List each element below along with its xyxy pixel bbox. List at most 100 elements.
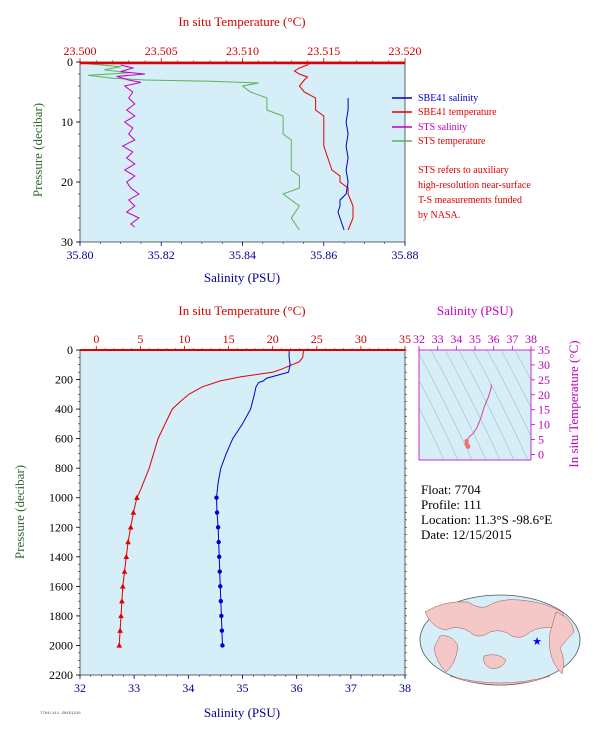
legend-label-sbe41-salinity: SBE41 salinity — [418, 93, 478, 104]
near-surface-bottom-tick-label-3: 35.86 — [310, 248, 337, 262]
profile-y-tick-label-3: 600 — [55, 432, 73, 446]
series-line-sbe41-salinity — [337, 98, 349, 231]
profile-bottom-axis-label: Salinity (PSU) — [204, 705, 280, 720]
ts-top-tick-label-2: 34 — [450, 332, 462, 346]
ts-top-tick-label-1: 33 — [432, 332, 444, 346]
ts-right-tick-label-3: 15 — [538, 403, 550, 417]
profile-top-tick-label-6: 30 — [355, 332, 367, 346]
ts-density-contour — [514, 350, 531, 381]
near-surface-plot-area — [79, 61, 406, 243]
profile-temperature-marker — [118, 612, 124, 619]
footer-id: 7704/111 20151215 — [40, 712, 81, 716]
ts-profile-marker — [465, 444, 471, 449]
legend-note-line-2: high-resolution near-surface — [418, 180, 531, 191]
profile-temperature-marker — [125, 539, 131, 545]
ts-top-tick-label-3: 35 — [469, 332, 481, 346]
profile-temperature-marker — [119, 583, 126, 589]
legend-note-line-1: STS refers to auxiliary — [418, 165, 509, 176]
profile-temperature-marker — [127, 524, 134, 530]
profile-salinity-marker — [219, 628, 225, 633]
profile-temperature-marker — [123, 553, 130, 560]
profile-salinity-marker — [217, 569, 222, 574]
profile-top-tick-label-0: 0 — [93, 332, 99, 346]
ts-right-tick-label-5: 25 — [538, 373, 550, 387]
profile-bottom-tick-label-5: 37 — [345, 681, 357, 695]
near-surface-top-tick-label-4: 23.520 — [389, 44, 422, 58]
profile-bottom-tick-label-0: 32 — [74, 681, 86, 695]
profile-y-tick-label-6: 1200 — [49, 520, 73, 534]
profile-top-tick-label-7: 35 — [399, 332, 411, 346]
ts-density-contour — [444, 350, 501, 460]
profile-y-tick-label-2: 400 — [55, 402, 73, 416]
map-continent-australia — [483, 654, 507, 669]
ts-right-tick-label-7: 35 — [538, 343, 550, 357]
near-surface-y-tick-label-1: 10 — [61, 115, 73, 129]
profile-y-tick-label-0: 0 — [67, 343, 73, 357]
profile-temperature-line — [118, 349, 305, 646]
ts-top-axis-label: Salinity (PSU) — [437, 303, 513, 318]
near-surface-y-axis-label: Pressure (decibar) — [30, 103, 45, 197]
near-surface-top-tick-label-0: 23.500 — [64, 44, 97, 58]
profile-temperature-marker — [116, 642, 123, 648]
near-surface-bottom-tick-label-1: 35.82 — [148, 248, 175, 262]
near-surface-bottom-tick-label-0: 35.80 — [67, 248, 94, 262]
near-surface-bottom-axis-label: Salinity (PSU) — [204, 270, 280, 285]
ts-right-tick-label-4: 20 — [538, 388, 550, 402]
ts-top-tick-label-4: 36 — [488, 332, 500, 346]
profile-salinity-marker — [218, 584, 223, 589]
ts-density-contour — [486, 350, 531, 437]
profile-temperature-marker — [134, 494, 140, 500]
map-continent-africa — [433, 635, 459, 673]
near-surface-top-tick-label-3: 23.515 — [307, 44, 340, 58]
legend-label-sts-temperature: STS temperature — [418, 136, 486, 147]
profile-y-tick-label-11: 2200 — [49, 668, 73, 682]
profile-y-tick-label-10: 2000 — [49, 638, 73, 652]
ts-plot-area — [418, 349, 532, 461]
profile-number: Profile: 111 — [421, 497, 482, 512]
map-continent-eurasia — [424, 599, 565, 638]
profile-y-tick-label-8: 1600 — [49, 579, 73, 593]
profile-y-tick-label-1: 200 — [55, 373, 73, 387]
legend-note-line-4: by NASA. — [418, 210, 460, 221]
map-continent-antarctica — [449, 675, 551, 686]
series-line-sbe41-temperature — [293, 62, 354, 231]
profile-top-tick-label-2: 10 — [179, 332, 191, 346]
profile-bottom-tick-label-6: 38 — [399, 681, 411, 695]
ts-density-contour — [500, 350, 531, 408]
ts-density-contour — [458, 350, 515, 460]
ts-top-tick-label-6: 38 — [525, 332, 537, 346]
series-line-sts-temperature — [88, 63, 301, 231]
ts-right-tick-label-1: 5 — [538, 433, 544, 447]
profile-salinity-marker — [214, 495, 219, 500]
profile-salinity-marker — [215, 525, 221, 530]
float-info: Float: 7704 Profile: 111 Location: 11.3°… — [421, 482, 552, 542]
profile-salinity-marker — [217, 554, 222, 560]
float-id: Float: 7704 — [421, 482, 481, 497]
series-line-sts-salinity — [116, 64, 146, 228]
profile-top-axis-label: In situ Temperature (°C) — [178, 303, 305, 318]
ts-right-axis-label: In situ Temperature (°C) — [566, 340, 581, 467]
map-continent-americas — [549, 611, 575, 675]
profile-salinity-marker — [219, 613, 224, 619]
profile-top-tick-label-4: 20 — [267, 332, 279, 346]
profile-y-tick-label-5: 1000 — [49, 491, 73, 505]
profile-plot-area — [79, 349, 406, 676]
profile-top-tick-label-3: 15 — [223, 332, 235, 346]
world-map: ★ — [419, 594, 581, 686]
profile-bottom-tick-label-2: 34 — [182, 681, 194, 695]
ts-right-tick-label-6: 30 — [538, 358, 550, 372]
profile-y-tick-label-4: 800 — [55, 461, 73, 475]
profile-top-tick-label-1: 5 — [137, 332, 143, 346]
date: Date: 12/15/2015 — [421, 527, 512, 542]
near-surface-bottom-tick-label-4: 35.88 — [392, 248, 419, 262]
ts-top-tick-label-0: 32 — [413, 332, 425, 346]
profile-salinity-line — [215, 350, 291, 646]
near-surface-top-tick-label-2: 23.510 — [226, 44, 259, 58]
profile-temperature-marker — [119, 598, 125, 604]
profile-salinity-marker — [216, 539, 221, 545]
ts-top-tick-label-5: 37 — [506, 332, 518, 346]
location: Location: 11.3°S -98.6°E — [421, 512, 553, 527]
ts-density-contour — [472, 350, 529, 460]
legend: SBE41 salinity SBE41 temperature STS sal… — [392, 93, 531, 221]
profile-temperature-marker — [117, 627, 123, 633]
